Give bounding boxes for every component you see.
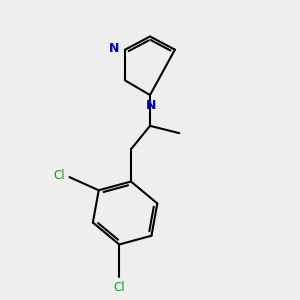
Text: Cl: Cl [113,281,125,294]
Text: Cl: Cl [53,169,65,182]
Text: N: N [146,100,157,112]
Text: N: N [109,42,119,55]
